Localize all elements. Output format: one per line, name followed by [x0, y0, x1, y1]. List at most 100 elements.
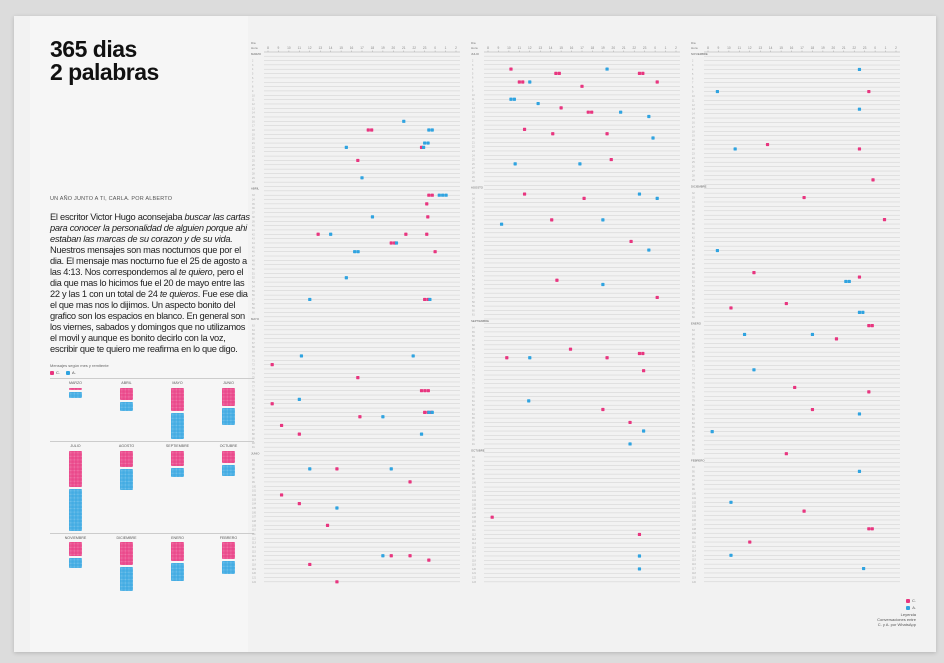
dot-c	[389, 554, 393, 558]
month-cell: SEPTIEMBRE	[152, 442, 203, 533]
dot-a	[353, 250, 357, 254]
dot-c	[867, 390, 871, 394]
day-label: 82	[692, 413, 695, 416]
day-label: 54	[472, 284, 475, 287]
dot-a	[499, 222, 504, 226]
x-tick-label: 8	[487, 46, 489, 50]
dot-c	[628, 420, 632, 425]
day-label: 90	[692, 448, 695, 451]
day-label: 14	[692, 113, 695, 116]
day-label: 72	[472, 361, 475, 364]
day-label: 37	[252, 212, 255, 215]
day-label: 50	[692, 272, 695, 275]
dot-a	[428, 297, 432, 302]
day-label: 70	[692, 360, 695, 363]
day-label: 43	[472, 236, 475, 239]
month-label: ENERO	[171, 535, 184, 540]
day-label: 16	[472, 120, 475, 123]
month-bar-a	[69, 488, 82, 531]
day-label: 52	[692, 280, 695, 283]
dot-a	[509, 97, 513, 101]
monthly-row: MARZO ABRIL MAYO JUNIO	[50, 378, 254, 441]
day-label: 86	[472, 421, 475, 424]
day-label: 64	[472, 327, 475, 330]
day-label: 26	[472, 163, 475, 166]
legend-caption-2: Conversaciones entre	[877, 617, 916, 622]
x-tick-label: 23	[643, 46, 647, 50]
day-label: 107	[692, 523, 697, 526]
day-label: 102	[472, 490, 477, 493]
dot-a	[389, 467, 393, 471]
month-bar-a	[171, 412, 184, 440]
day-label: 41	[252, 229, 255, 232]
day-label: 74	[472, 370, 475, 373]
dot-a	[426, 141, 430, 145]
day-label: 91	[252, 446, 255, 449]
month-bar-c	[222, 387, 235, 406]
dot-a	[844, 279, 848, 284]
day-label: 91	[472, 443, 475, 446]
dot-c	[867, 89, 871, 94]
day-label: 120	[252, 572, 257, 575]
month-bar-c	[120, 542, 133, 565]
chart-panel-3: Dia Hora 8 9 10 11 12 13 14 15 16 17 18 19 20 21 22 23 0 1 2…	[690, 40, 904, 588]
dot-a	[344, 276, 348, 280]
day-label: 38	[692, 219, 695, 222]
day-label: 54	[692, 289, 695, 292]
month-bar-a	[222, 560, 235, 575]
day-label: 44	[252, 242, 255, 245]
day-label: 67	[472, 340, 475, 343]
day-label: 96	[252, 468, 255, 471]
day-label: 77	[472, 383, 475, 386]
dot-a	[655, 196, 659, 200]
monthly-row: JULIO AGOSTO SEPTIEMBRE OCTUBRE	[50, 441, 254, 533]
day-label: 122	[472, 577, 477, 580]
dot-c	[802, 509, 806, 513]
day-label: 9	[692, 91, 694, 94]
day-label: 86	[692, 431, 695, 434]
day-label: 26	[252, 164, 255, 167]
month-bar-c	[171, 450, 184, 466]
day-label: 86	[252, 424, 255, 427]
dot-c	[425, 232, 429, 236]
y-axis-label: Dia	[691, 41, 696, 45]
day-label: 18	[252, 129, 255, 132]
month-cell: MAYO	[152, 379, 203, 441]
day-label: 51	[252, 272, 255, 275]
day-label: 120	[692, 581, 697, 584]
day-label: 33	[692, 197, 695, 200]
x-tick-label: 14	[329, 46, 333, 50]
dot-a	[335, 506, 339, 510]
day-label: 116	[472, 551, 476, 554]
dot-a	[733, 147, 737, 151]
x-tick-label: 12	[528, 46, 532, 50]
dot-a	[710, 430, 714, 434]
day-label: 11	[252, 99, 255, 102]
dot-c	[605, 132, 609, 136]
day-label: 84	[692, 422, 695, 425]
day-label: 49	[692, 267, 695, 270]
dot-a	[637, 567, 642, 571]
day-label: 19	[252, 133, 255, 136]
dot-a	[729, 553, 733, 557]
day-label: 23	[692, 152, 695, 155]
dot-c	[867, 324, 871, 328]
day-label: 94	[472, 456, 475, 459]
dot-c	[430, 193, 434, 197]
day-label: 63	[692, 329, 695, 332]
day-label: 29	[692, 179, 695, 182]
dot-c	[270, 402, 274, 406]
dot-c	[517, 80, 521, 84]
dot-a	[430, 410, 434, 415]
dot-c	[427, 193, 431, 197]
day-label: 115	[252, 550, 256, 553]
month-label: NOVIEMBRE	[691, 52, 708, 56]
dot-c	[655, 295, 659, 300]
footer-legend: C. A. Leyenda Conversaciones entre C. y …	[860, 598, 916, 627]
month-cell: JULIO	[50, 442, 101, 533]
day-label: 99	[252, 481, 255, 484]
day-label: 89	[692, 444, 695, 447]
day-label: 23	[252, 151, 255, 154]
dot-a	[411, 354, 415, 358]
